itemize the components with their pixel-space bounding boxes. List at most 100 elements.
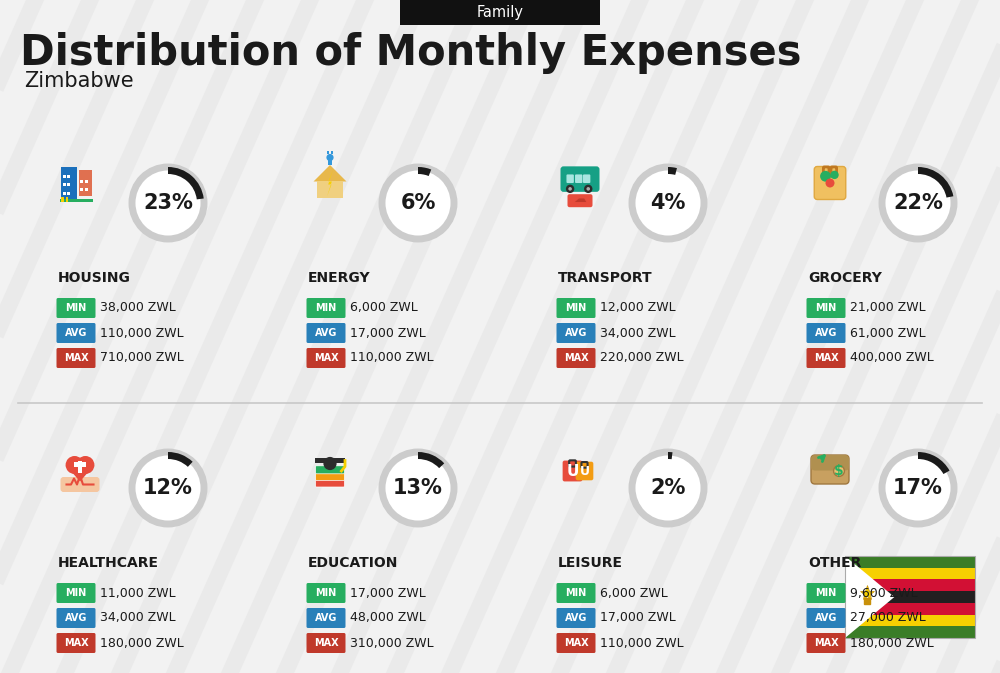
FancyBboxPatch shape [63, 175, 66, 178]
Text: Zimbabwe: Zimbabwe [24, 71, 134, 91]
FancyBboxPatch shape [328, 157, 332, 165]
Text: 17,000 ZWL: 17,000 ZWL [600, 612, 676, 625]
Text: EDUCATION: EDUCATION [308, 556, 398, 570]
Text: 4%: 4% [650, 193, 686, 213]
FancyBboxPatch shape [56, 348, 96, 368]
Circle shape [382, 167, 454, 239]
FancyBboxPatch shape [568, 194, 592, 207]
FancyBboxPatch shape [845, 614, 975, 627]
Text: 34,000 ZWL: 34,000 ZWL [600, 326, 676, 339]
Circle shape [826, 178, 834, 188]
Text: AVG: AVG [565, 328, 587, 338]
FancyBboxPatch shape [315, 458, 345, 462]
Circle shape [132, 167, 204, 239]
FancyBboxPatch shape [317, 180, 343, 198]
Text: HOUSING: HOUSING [58, 271, 131, 285]
Wedge shape [918, 452, 950, 474]
FancyBboxPatch shape [306, 298, 346, 318]
FancyBboxPatch shape [806, 608, 846, 628]
FancyBboxPatch shape [806, 323, 846, 343]
Text: MIN: MIN [815, 303, 837, 313]
FancyBboxPatch shape [56, 583, 96, 603]
Circle shape [323, 457, 337, 470]
Text: MIN: MIN [565, 303, 587, 313]
FancyBboxPatch shape [845, 568, 975, 579]
Text: 9,600 ZWL: 9,600 ZWL [850, 586, 918, 600]
FancyBboxPatch shape [67, 183, 70, 186]
FancyBboxPatch shape [306, 608, 346, 628]
Text: LEISURE: LEISURE [558, 556, 623, 570]
FancyBboxPatch shape [806, 298, 846, 318]
FancyBboxPatch shape [85, 180, 88, 183]
Text: Distribution of Monthly Expenses: Distribution of Monthly Expenses [20, 32, 802, 74]
Text: 180,000 ZWL: 180,000 ZWL [100, 637, 184, 649]
Text: MIN: MIN [815, 588, 837, 598]
FancyBboxPatch shape [845, 603, 975, 614]
FancyBboxPatch shape [61, 197, 64, 202]
Text: $: $ [834, 464, 844, 478]
FancyBboxPatch shape [556, 348, 596, 368]
Text: MAX: MAX [814, 638, 838, 648]
Circle shape [382, 452, 454, 524]
FancyBboxPatch shape [316, 472, 344, 481]
FancyBboxPatch shape [806, 583, 846, 603]
FancyBboxPatch shape [67, 175, 70, 178]
FancyBboxPatch shape [56, 608, 96, 628]
FancyBboxPatch shape [556, 583, 596, 603]
Circle shape [834, 466, 844, 476]
Text: 110,000 ZWL: 110,000 ZWL [600, 637, 684, 649]
Text: 6%: 6% [400, 193, 436, 213]
Text: U: U [580, 465, 590, 478]
Wedge shape [418, 452, 444, 468]
Text: MAX: MAX [64, 638, 88, 648]
Text: 23%: 23% [143, 193, 193, 213]
FancyBboxPatch shape [563, 460, 582, 481]
FancyBboxPatch shape [556, 323, 596, 343]
Circle shape [566, 184, 574, 193]
FancyBboxPatch shape [316, 479, 344, 487]
Text: 22%: 22% [893, 193, 943, 213]
Text: AVG: AVG [565, 613, 587, 623]
Circle shape [76, 456, 94, 474]
FancyBboxPatch shape [306, 348, 346, 368]
FancyBboxPatch shape [78, 460, 82, 472]
FancyBboxPatch shape [845, 579, 975, 591]
FancyBboxPatch shape [814, 166, 846, 199]
FancyBboxPatch shape [575, 174, 582, 183]
Text: 61,000 ZWL: 61,000 ZWL [850, 326, 926, 339]
Circle shape [820, 171, 831, 182]
FancyBboxPatch shape [78, 170, 92, 196]
FancyBboxPatch shape [85, 188, 88, 190]
Text: MIN: MIN [65, 588, 87, 598]
Text: AVG: AVG [315, 613, 337, 623]
FancyBboxPatch shape [56, 298, 96, 318]
FancyBboxPatch shape [556, 608, 596, 628]
Circle shape [830, 171, 839, 179]
FancyBboxPatch shape [66, 197, 68, 202]
Text: 180,000 ZWL: 180,000 ZWL [850, 637, 934, 649]
Text: 17,000 ZWL: 17,000 ZWL [350, 326, 426, 339]
Circle shape [326, 154, 334, 161]
Circle shape [568, 187, 572, 190]
Text: MIN: MIN [315, 588, 337, 598]
FancyBboxPatch shape [845, 556, 975, 568]
Text: MIN: MIN [565, 588, 587, 598]
FancyBboxPatch shape [811, 455, 849, 470]
Text: MIN: MIN [315, 303, 337, 313]
FancyBboxPatch shape [80, 188, 83, 190]
Polygon shape [845, 556, 894, 638]
FancyBboxPatch shape [63, 183, 66, 186]
Text: 6,000 ZWL: 6,000 ZWL [600, 586, 668, 600]
Text: AVG: AVG [815, 613, 837, 623]
FancyBboxPatch shape [316, 466, 344, 474]
FancyBboxPatch shape [306, 583, 346, 603]
Polygon shape [314, 165, 347, 182]
FancyBboxPatch shape [556, 633, 596, 653]
Text: 2%: 2% [650, 478, 686, 498]
Text: 13%: 13% [393, 478, 443, 498]
Text: 12%: 12% [143, 478, 193, 498]
Text: 38,000 ZWL: 38,000 ZWL [100, 302, 176, 314]
FancyBboxPatch shape [400, 0, 600, 25]
FancyBboxPatch shape [306, 633, 346, 653]
FancyBboxPatch shape [60, 199, 93, 202]
